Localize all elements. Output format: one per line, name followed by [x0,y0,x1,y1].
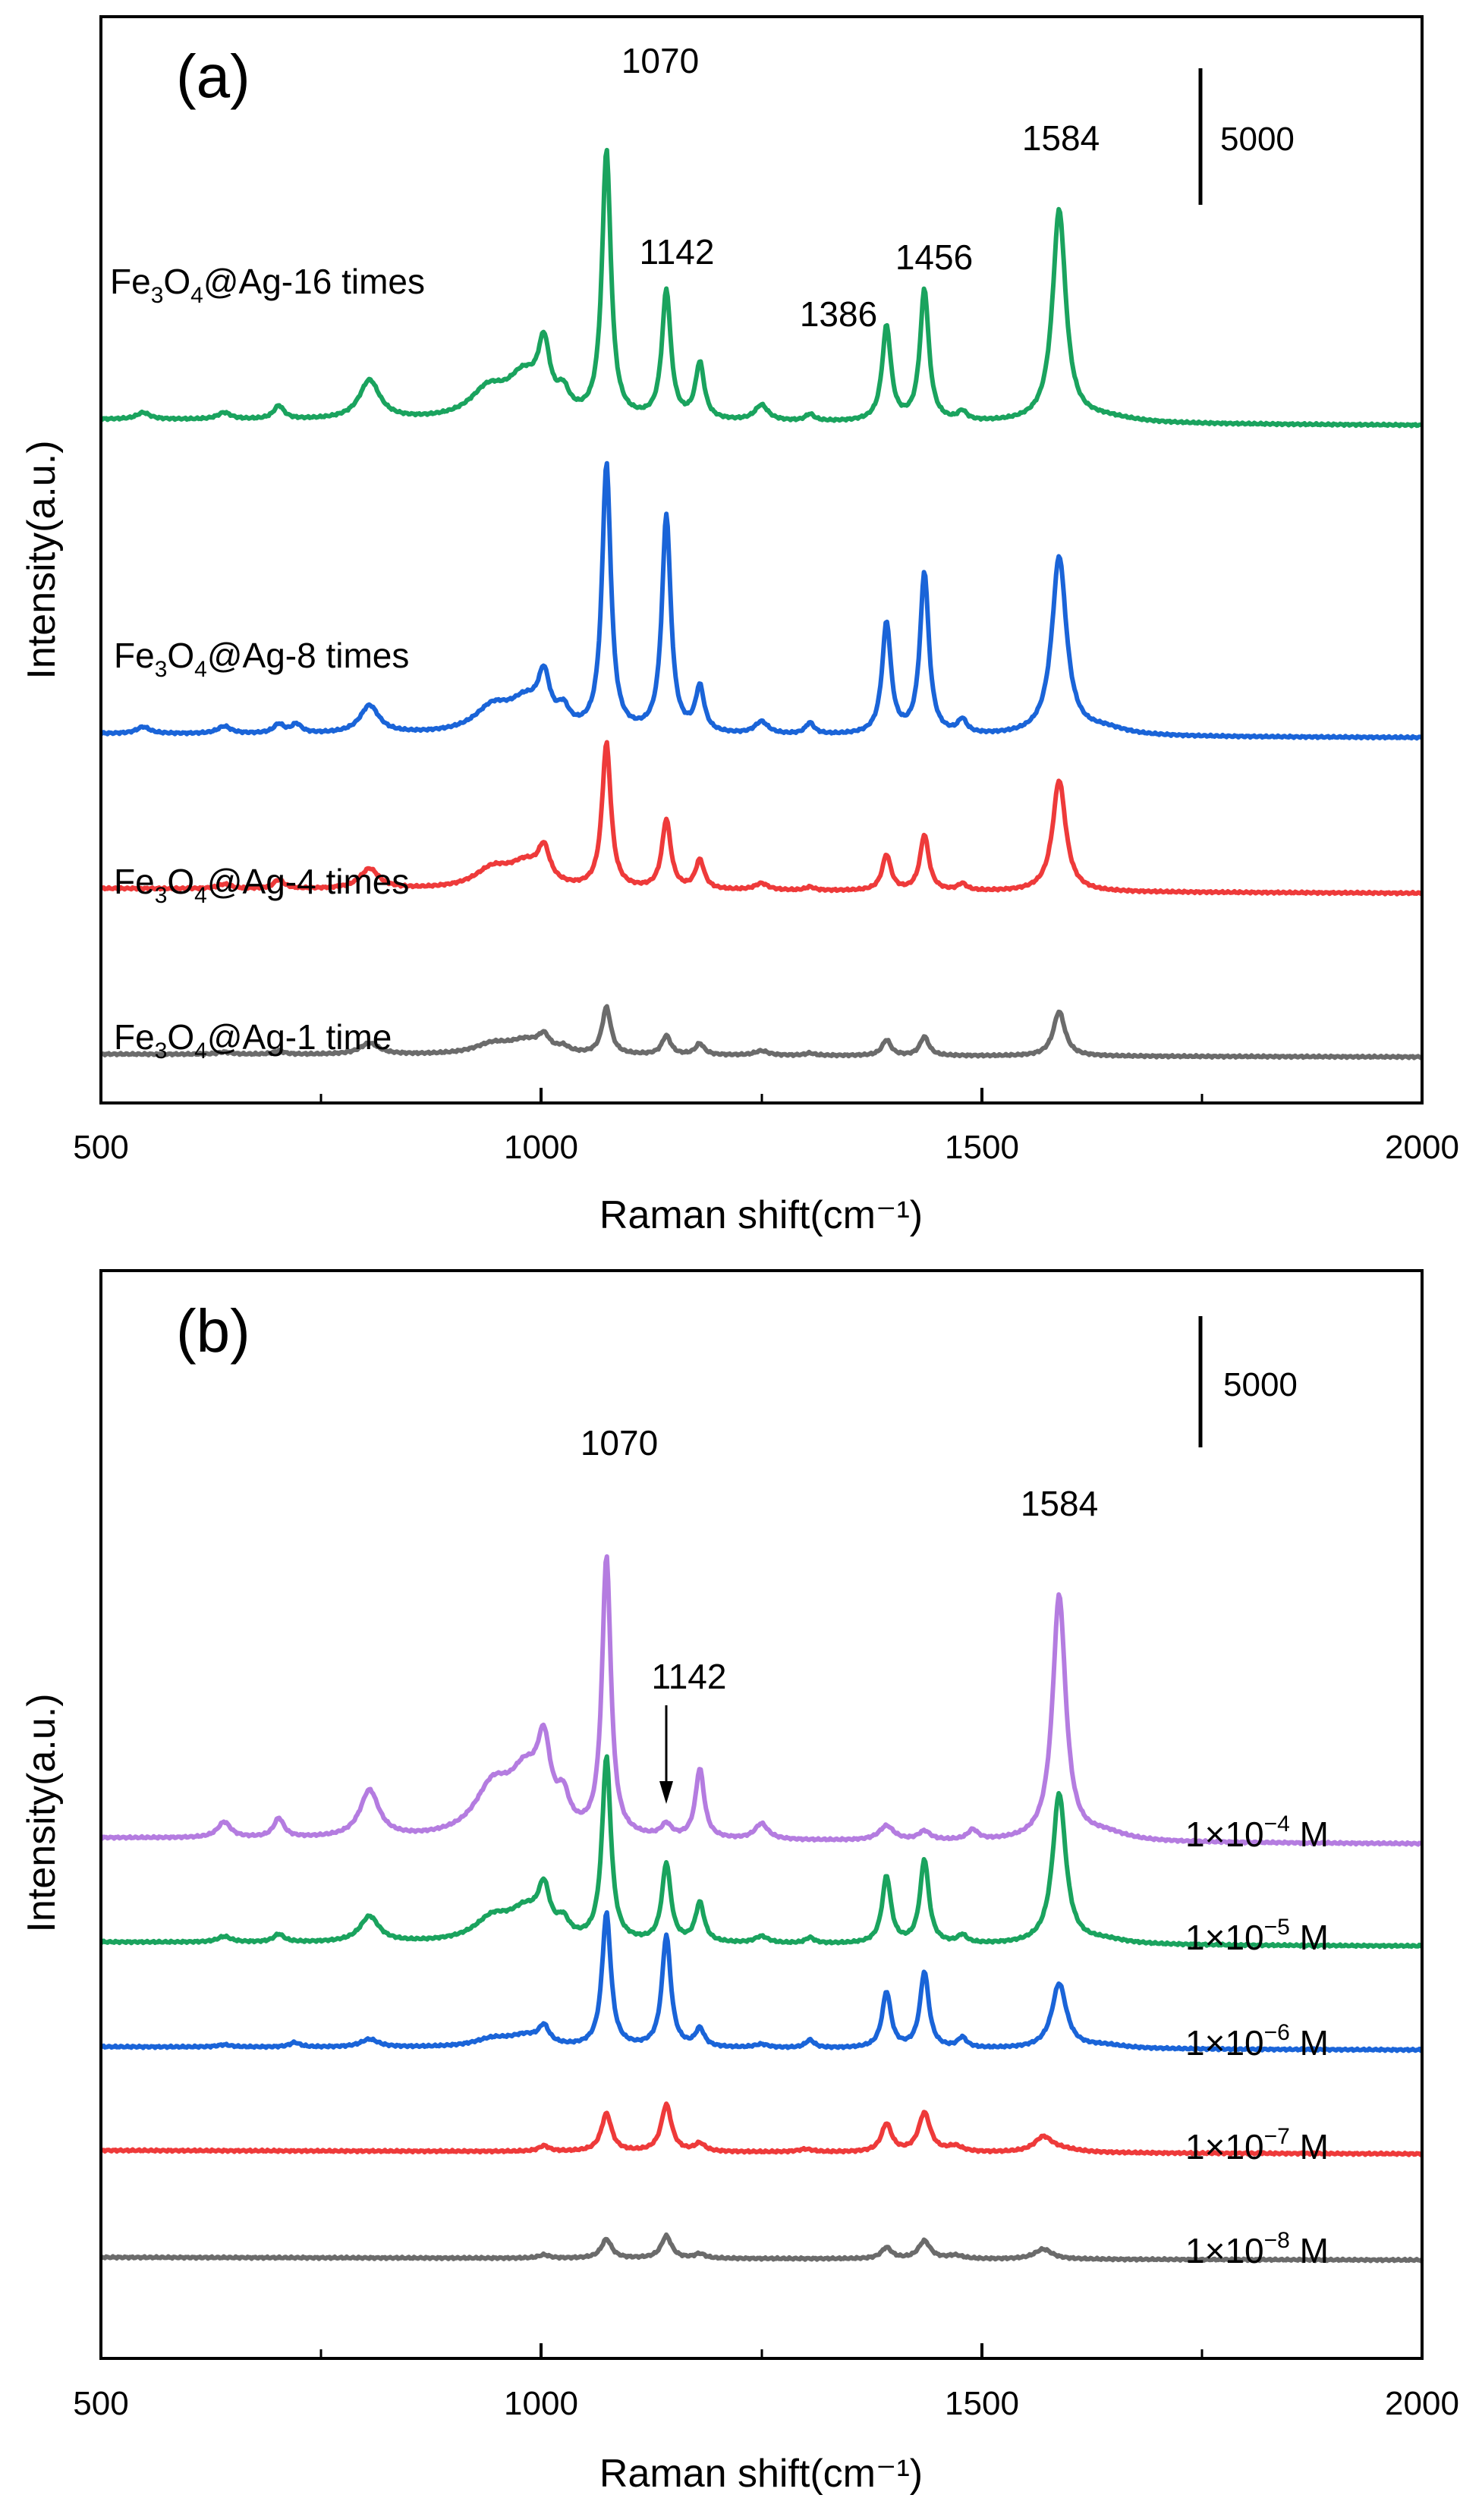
panel-b-x-axis-label: Raman shift(cm⁻¹) [599,2452,923,2496]
panel-a-series-line-3 [99,1004,1424,1060]
panel-a-legend-fe3o4-ag-4-times: Fe3O4@Ag-4 times [114,862,409,908]
panel-b-y-axis-label: Intensity(a.u.) [20,1693,64,1932]
panel-a-peak-label-1456: 1456 [895,237,973,277]
panel-a-series-line-1 [99,460,1424,741]
panel-a: 500 1000 1500 2000 Raman shift(cm⁻¹) Int… [20,15,1459,1237]
panel-b-series-line-0 [99,1554,1424,1847]
panel-b-label: (b) [176,1297,250,1365]
panel-a-label: (a) [176,42,250,110]
panel-a-tick-label-500: 500 [73,1129,128,1166]
panel-a-peak-label-1142: 1142 [640,232,715,272]
panel-b-peak-label-1584: 1584 [1021,1484,1098,1523]
panel-a-spectra [99,147,1424,1060]
panel-a-x-axis-label: Raman shift(cm⁻¹) [599,1193,923,1237]
panel-b-legend-1e-8-m: 1×10−8 M [1185,2228,1329,2270]
panel-b-series-line-4 [99,2232,1424,2264]
panel-a-legend-fe3o4-ag-16-times: Fe3O4@Ag-16 times [110,262,425,308]
panel-b-arrow-1142 [659,1705,673,1804]
panel-b-legend-1e-4-m: 1×10−4 M [1185,1811,1329,1854]
panel-a-legend-fe3o4-ag-1-time: Fe3O4@Ag-1 time [114,1017,392,1064]
panel-b-series-line-1 [99,1754,1424,1950]
panel-a-peak-label-1070: 1070 [621,41,699,80]
panel-a-plot-area [99,15,1424,1104]
panel-b-legend-1e-5-m: 1×10−5 M [1185,1915,1329,1957]
panel-b-peak-label-1070: 1070 [581,1423,658,1463]
panel-b-spectra [99,1554,1424,2264]
panel-a-peak-label-1584: 1584 [1022,118,1100,158]
panel-a-tick-label-1500: 1500 [945,1129,1019,1166]
panel-a-tick-label-1000: 1000 [504,1129,578,1166]
panel-a-ticks [99,1088,1424,1103]
panel-b-peak-label-1142: 1142 [652,1657,727,1696]
panel-b-legend-1e-7-m: 1×10−7 M [1185,2124,1329,2167]
panel-a-peak-label-1386: 1386 [800,294,877,334]
panel-b-plot-area [99,1269,1424,2360]
panel-b-tick-label-1000: 1000 [504,2385,578,2422]
panel-a-tick-label-2000: 2000 [1385,1129,1459,1166]
panel-a-legend-fe3o4-ag-8-times: Fe3O4@Ag-8 times [114,636,409,682]
panel-a-scale-bar-label: 5000 [1220,121,1295,158]
panel-b-series-line-2 [99,1910,1424,2053]
panel-b-ticks [99,2343,1424,2358]
panel-b-series-line-3 [99,2101,1424,2157]
panel-a-y-axis-label: Intensity(a.u.) [20,440,64,679]
panel-b-legend-1e-6-m: 1×10−6 M [1185,2020,1329,2063]
panel-a-series-line-2 [99,740,1424,897]
panel-b-tick-label-1500: 1500 [945,2385,1019,2422]
panel-b-scale-bar-label: 5000 [1223,1366,1298,1403]
panel-b-tick-label-2000: 2000 [1385,2385,1459,2422]
panel-a-series-line-0 [99,147,1424,429]
panel-b: 500 1000 1500 2000 Raman shift(cm⁻¹) Int… [20,1269,1459,2496]
panel-b-tick-label-500: 500 [73,2385,128,2422]
